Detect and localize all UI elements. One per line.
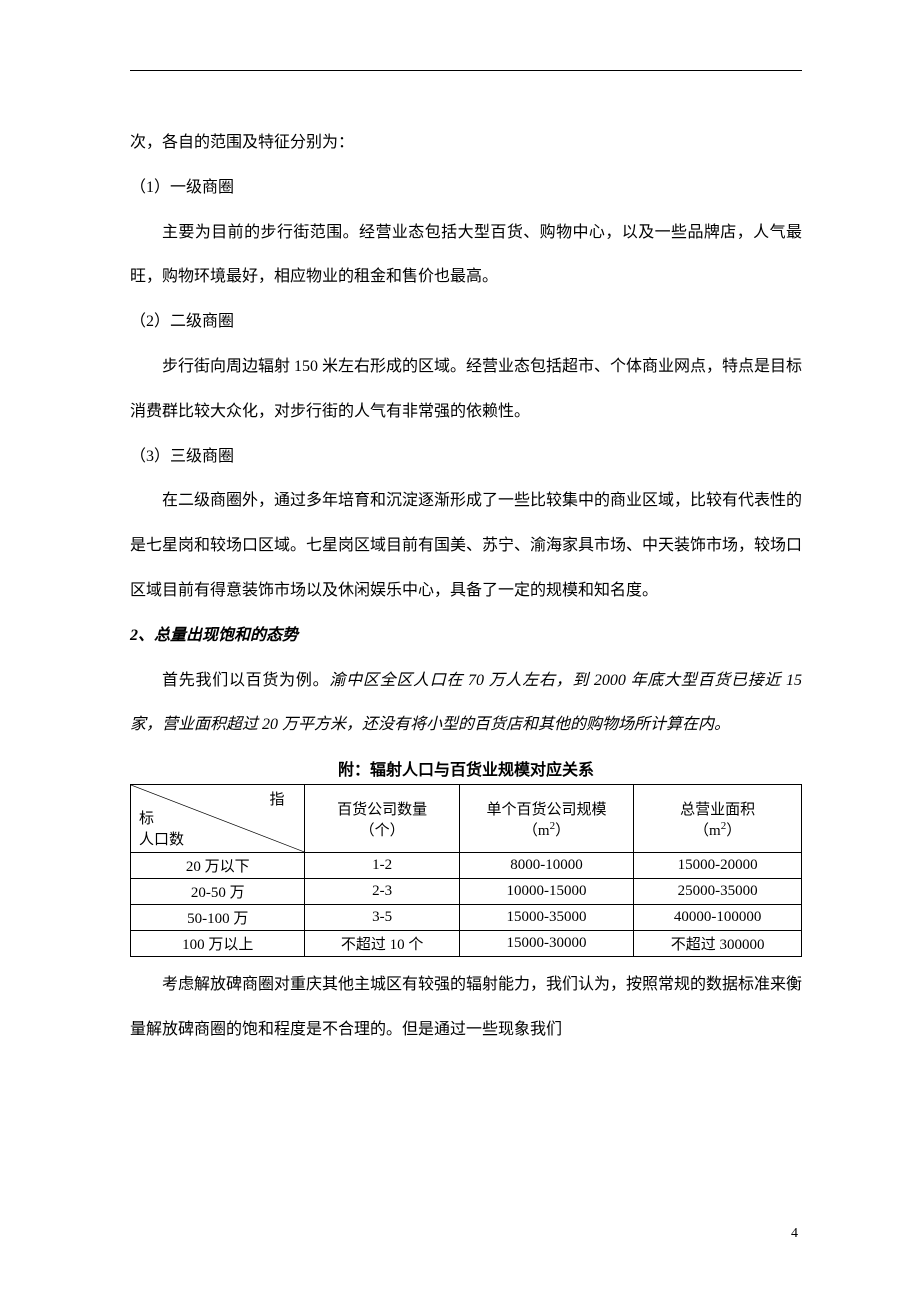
- table-cell: 20 万以下: [131, 853, 305, 879]
- table-cell: 100 万以上: [131, 931, 305, 957]
- table-cell: 25000-35000: [634, 879, 802, 905]
- col-label: 百货公司数量: [337, 802, 427, 818]
- table-cell: 50-100 万: [131, 905, 305, 931]
- table-col-header: 总营业面积 （m2）: [634, 785, 802, 853]
- table-cell: 10000-15000: [459, 879, 633, 905]
- section-2-body: 步行街向周边辐射 150 米左右形成的区域。经营业态包括超市、个体商业网点，特点…: [130, 345, 802, 435]
- population-scale-table: 指 标 人口数 百货公司数量 （个） 单个百货公司规模 （m2） 总营业面积 （…: [130, 784, 802, 957]
- table-cell: 不超过 10 个: [305, 931, 459, 957]
- col-label: 总营业面积: [680, 802, 755, 818]
- table-cell: 8000-10000: [459, 853, 633, 879]
- table-cell: 15000-30000: [459, 931, 633, 957]
- table-cell: 20-50 万: [131, 879, 305, 905]
- section-1-body: 主要为目前的步行街范围。经营业态包括大型百货、购物中心，以及一些品牌店，人气最旺…: [130, 211, 802, 301]
- header-rule: [130, 70, 802, 71]
- heading-2: 2、总量出现饱和的态势: [130, 614, 802, 659]
- table-cell: 1-2: [305, 853, 459, 879]
- page-container: 次，各自的范围及特征分别为： （1）一级商圈 主要为目前的步行街范围。经营业态包…: [0, 0, 920, 1302]
- col-unit: （m2）: [523, 823, 570, 839]
- table-header-row: 指 标 人口数 百货公司数量 （个） 单个百货公司规模 （m2） 总营业面积 （…: [131, 785, 802, 853]
- table-cell: 不超过 300000: [634, 931, 802, 957]
- diag-label-bottom: 人口数: [139, 828, 184, 849]
- document-body: 次，各自的范围及特征分别为： （1）一级商圈 主要为目前的步行街范围。经营业态包…: [130, 121, 802, 748]
- table-cell: 3-5: [305, 905, 459, 931]
- table-cell: 15000-35000: [459, 905, 633, 931]
- table-row: 100 万以上 不超过 10 个 15000-30000 不超过 300000: [131, 931, 802, 957]
- italic-prefix: 首先我们以百货为例。: [162, 672, 329, 689]
- italic-paragraph: 首先我们以百货为例。渝中区全区人口在 70 万人左右，到 2000 年底大型百货…: [130, 659, 802, 749]
- table-cell: 2-3: [305, 879, 459, 905]
- table-row: 50-100 万 3-5 15000-35000 40000-100000: [131, 905, 802, 931]
- section-1-label: （1）一级商圈: [130, 166, 802, 211]
- table-col-header: 单个百货公司规模 （m2）: [459, 785, 633, 853]
- col-unit: （m2）: [694, 823, 741, 839]
- diag-label-mid: 标: [139, 807, 154, 828]
- col-unit: （个）: [360, 823, 405, 839]
- section-2-label: （2）二级商圈: [130, 300, 802, 345]
- closing-paragraph: 考虑解放碑商圈对重庆其他主城区有较强的辐射能力，我们认为，按照常规的数据标准来衡…: [130, 963, 802, 1053]
- table-cell: 40000-100000: [634, 905, 802, 931]
- table-caption: 附：辐射人口与百货业规模对应关系: [130, 756, 802, 780]
- table-row: 20-50 万 2-3 10000-15000 25000-35000: [131, 879, 802, 905]
- lead-line: 次，各自的范围及特征分别为：: [130, 121, 802, 166]
- table-cell: 15000-20000: [634, 853, 802, 879]
- table-row: 20 万以下 1-2 8000-10000 15000-20000: [131, 853, 802, 879]
- section-3-label: （3）三级商圈: [130, 435, 802, 480]
- col-label: 单个百货公司规模: [487, 802, 607, 818]
- page-number: 4: [791, 1226, 798, 1242]
- closing-block: 考虑解放碑商圈对重庆其他主城区有较强的辐射能力，我们认为，按照常规的数据标准来衡…: [130, 963, 802, 1053]
- table-diagonal-header: 指 标 人口数: [131, 785, 305, 853]
- table-col-header: 百货公司数量 （个）: [305, 785, 459, 853]
- section-3-body: 在二级商圈外，通过多年培育和沉淀逐渐形成了一些比较集中的商业区域，比较有代表性的…: [130, 479, 802, 613]
- diag-label-top: 指: [269, 788, 284, 809]
